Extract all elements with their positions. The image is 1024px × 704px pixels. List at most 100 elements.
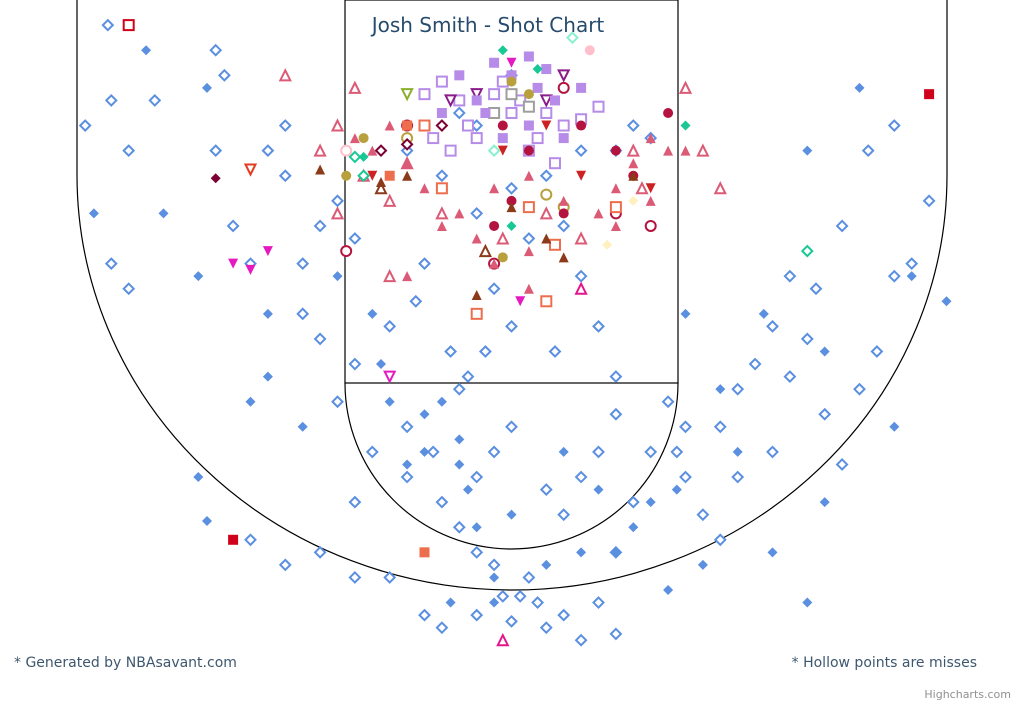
shot-marker[interactable] — [696, 143, 710, 157]
shot-marker[interactable] — [427, 132, 440, 145]
shot-marker[interactable] — [374, 181, 388, 195]
shot-marker[interactable] — [122, 282, 136, 296]
shot-marker[interactable] — [470, 545, 484, 559]
shot-marker[interactable] — [609, 407, 623, 421]
shot-marker[interactable] — [783, 269, 797, 283]
shot-marker[interactable] — [217, 68, 231, 82]
shot-marker[interactable] — [645, 133, 656, 144]
shot-marker[interactable] — [453, 94, 466, 107]
shot-marker[interactable] — [514, 94, 527, 107]
shot-marker[interactable] — [628, 170, 639, 181]
shot-marker[interactable] — [853, 382, 866, 396]
shot-marker[interactable] — [531, 596, 545, 609]
shot-marker[interactable] — [470, 307, 483, 320]
shot-marker[interactable] — [418, 119, 431, 132]
shot-marker[interactable] — [243, 163, 258, 177]
shot-marker[interactable] — [487, 558, 501, 572]
shot-marker[interactable] — [435, 119, 449, 132]
shot-marker[interactable] — [313, 332, 327, 346]
shot-marker[interactable] — [522, 100, 535, 113]
shot-marker[interactable] — [348, 150, 362, 164]
shot-marker[interactable] — [523, 120, 534, 131]
shot-marker[interactable] — [505, 88, 518, 101]
shot-marker[interactable] — [539, 483, 553, 496]
shot-marker[interactable] — [906, 271, 917, 282]
shot-marker[interactable] — [713, 181, 727, 195]
shot-marker[interactable] — [471, 290, 482, 300]
shot-marker[interactable] — [549, 238, 561, 251]
shot-marker[interactable] — [558, 133, 569, 144]
shot-marker[interactable] — [228, 534, 239, 545]
shot-marker[interactable] — [497, 120, 508, 131]
shot-marker[interactable] — [226, 219, 240, 233]
shot-marker[interactable] — [663, 585, 674, 595]
shot-marker[interactable] — [463, 484, 473, 495]
shot-marker[interactable] — [766, 319, 779, 333]
shot-marker[interactable] — [454, 208, 465, 219]
shot-marker[interactable] — [245, 396, 256, 407]
shot-marker[interactable] — [522, 232, 536, 245]
shot-marker[interactable] — [513, 589, 527, 603]
shot-marker[interactable] — [470, 206, 484, 220]
shot-marker[interactable] — [419, 409, 430, 420]
shot-marker[interactable] — [558, 446, 569, 457]
shot-marker[interactable] — [748, 357, 762, 371]
shot-marker[interactable] — [549, 157, 561, 170]
shot-marker[interactable] — [574, 269, 588, 283]
shot-marker[interactable] — [663, 145, 674, 156]
shot-marker[interactable] — [523, 89, 534, 100]
shot-marker[interactable] — [383, 370, 397, 384]
shot-marker[interactable] — [358, 133, 369, 144]
shot-marker[interactable] — [645, 195, 656, 206]
shot-marker[interactable] — [626, 119, 640, 132]
shot-marker[interactable] — [489, 183, 500, 194]
shot-marker[interactable] — [313, 545, 327, 559]
shot-marker[interactable] — [104, 94, 118, 107]
shot-marker[interactable] — [576, 170, 587, 181]
shot-marker[interactable] — [496, 632, 510, 647]
shot-marker[interactable] — [645, 497, 656, 508]
shot-marker[interactable] — [678, 80, 693, 94]
shot-marker[interactable] — [628, 522, 639, 533]
shot-marker[interactable] — [924, 89, 935, 100]
shot-marker[interactable] — [435, 182, 448, 195]
shot-marker[interactable] — [574, 281, 588, 295]
shot-marker[interactable] — [104, 257, 118, 271]
shot-marker[interactable] — [348, 232, 362, 245]
shot-marker[interactable] — [470, 132, 483, 145]
shot-marker[interactable] — [505, 614, 518, 628]
shot-marker[interactable] — [209, 144, 223, 158]
shot-marker[interactable] — [419, 547, 430, 558]
shot-marker[interactable] — [330, 206, 345, 220]
shot-marker[interactable] — [471, 233, 482, 244]
shot-marker[interactable] — [261, 144, 275, 158]
shot-marker[interactable] — [523, 283, 534, 294]
shot-marker[interactable] — [357, 169, 371, 183]
shot-marker[interactable] — [297, 421, 308, 432]
shot-marker[interactable] — [435, 621, 449, 635]
shot-marker[interactable] — [489, 258, 500, 269]
shot-marker[interactable] — [539, 94, 553, 108]
shot-marker[interactable] — [497, 133, 508, 144]
shot-marker[interactable] — [602, 239, 613, 250]
shot-marker[interactable] — [715, 384, 726, 395]
shot-marker[interactable] — [800, 332, 814, 346]
shot-marker[interactable] — [819, 497, 830, 508]
shot-marker[interactable] — [478, 345, 492, 358]
shot-marker[interactable] — [489, 57, 500, 68]
shot-marker[interactable] — [505, 106, 518, 119]
shot-marker[interactable] — [558, 208, 569, 219]
shot-marker[interactable] — [557, 608, 571, 622]
shot-marker[interactable] — [383, 319, 397, 333]
shot-marker[interactable] — [889, 421, 900, 432]
shot-marker[interactable] — [541, 64, 552, 75]
shot-marker[interactable] — [644, 219, 657, 232]
shot-marker[interactable] — [193, 271, 204, 282]
shot-marker[interactable] — [384, 170, 395, 181]
shot-marker[interactable] — [402, 459, 413, 470]
shot-marker[interactable] — [402, 158, 413, 169]
shot-marker[interactable] — [783, 370, 797, 384]
shot-marker[interactable] — [610, 145, 621, 156]
shot-marker[interactable] — [331, 395, 344, 409]
shot-marker[interactable] — [141, 45, 152, 56]
